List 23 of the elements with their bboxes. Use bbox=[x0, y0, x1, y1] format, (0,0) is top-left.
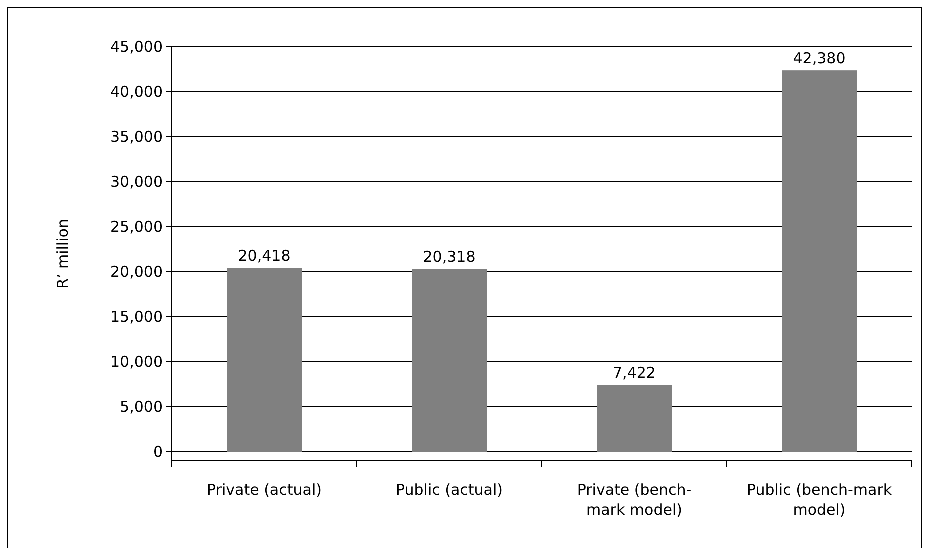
y-tick-label: 15,000 bbox=[110, 308, 163, 326]
data-label: 20,418 bbox=[238, 247, 291, 266]
data-label: 7,422 bbox=[613, 364, 656, 382]
bar bbox=[597, 385, 672, 452]
y-axis-title: R’ million bbox=[54, 219, 72, 289]
data-label: 20,318 bbox=[423, 248, 476, 266]
x-tick-label: Public (actual) bbox=[396, 481, 504, 499]
x-tick-label: Private (bench-mark model) bbox=[577, 481, 692, 519]
y-tick-label: 25,000 bbox=[110, 218, 163, 236]
y-tick-label: 45,000 bbox=[110, 38, 163, 56]
x-tick-label: Public (bench-mark model) bbox=[746, 481, 892, 519]
bar bbox=[412, 269, 487, 452]
data-label: 42,380 bbox=[793, 50, 846, 68]
x-tick-label: Private (actual) bbox=[207, 481, 322, 499]
y-tick-label: 0 bbox=[153, 442, 163, 461]
y-tick-label: 30,000 bbox=[110, 172, 163, 191]
y-tick-label: 40,000 bbox=[110, 82, 163, 101]
y-tick-label: 10,000 bbox=[110, 352, 163, 371]
y-tick-label: 35,000 bbox=[110, 128, 163, 146]
bar bbox=[782, 70, 857, 452]
bar bbox=[227, 268, 302, 452]
y-tick-label: 20,000 bbox=[110, 262, 163, 281]
y-tick-label: 5,000 bbox=[120, 398, 163, 416]
